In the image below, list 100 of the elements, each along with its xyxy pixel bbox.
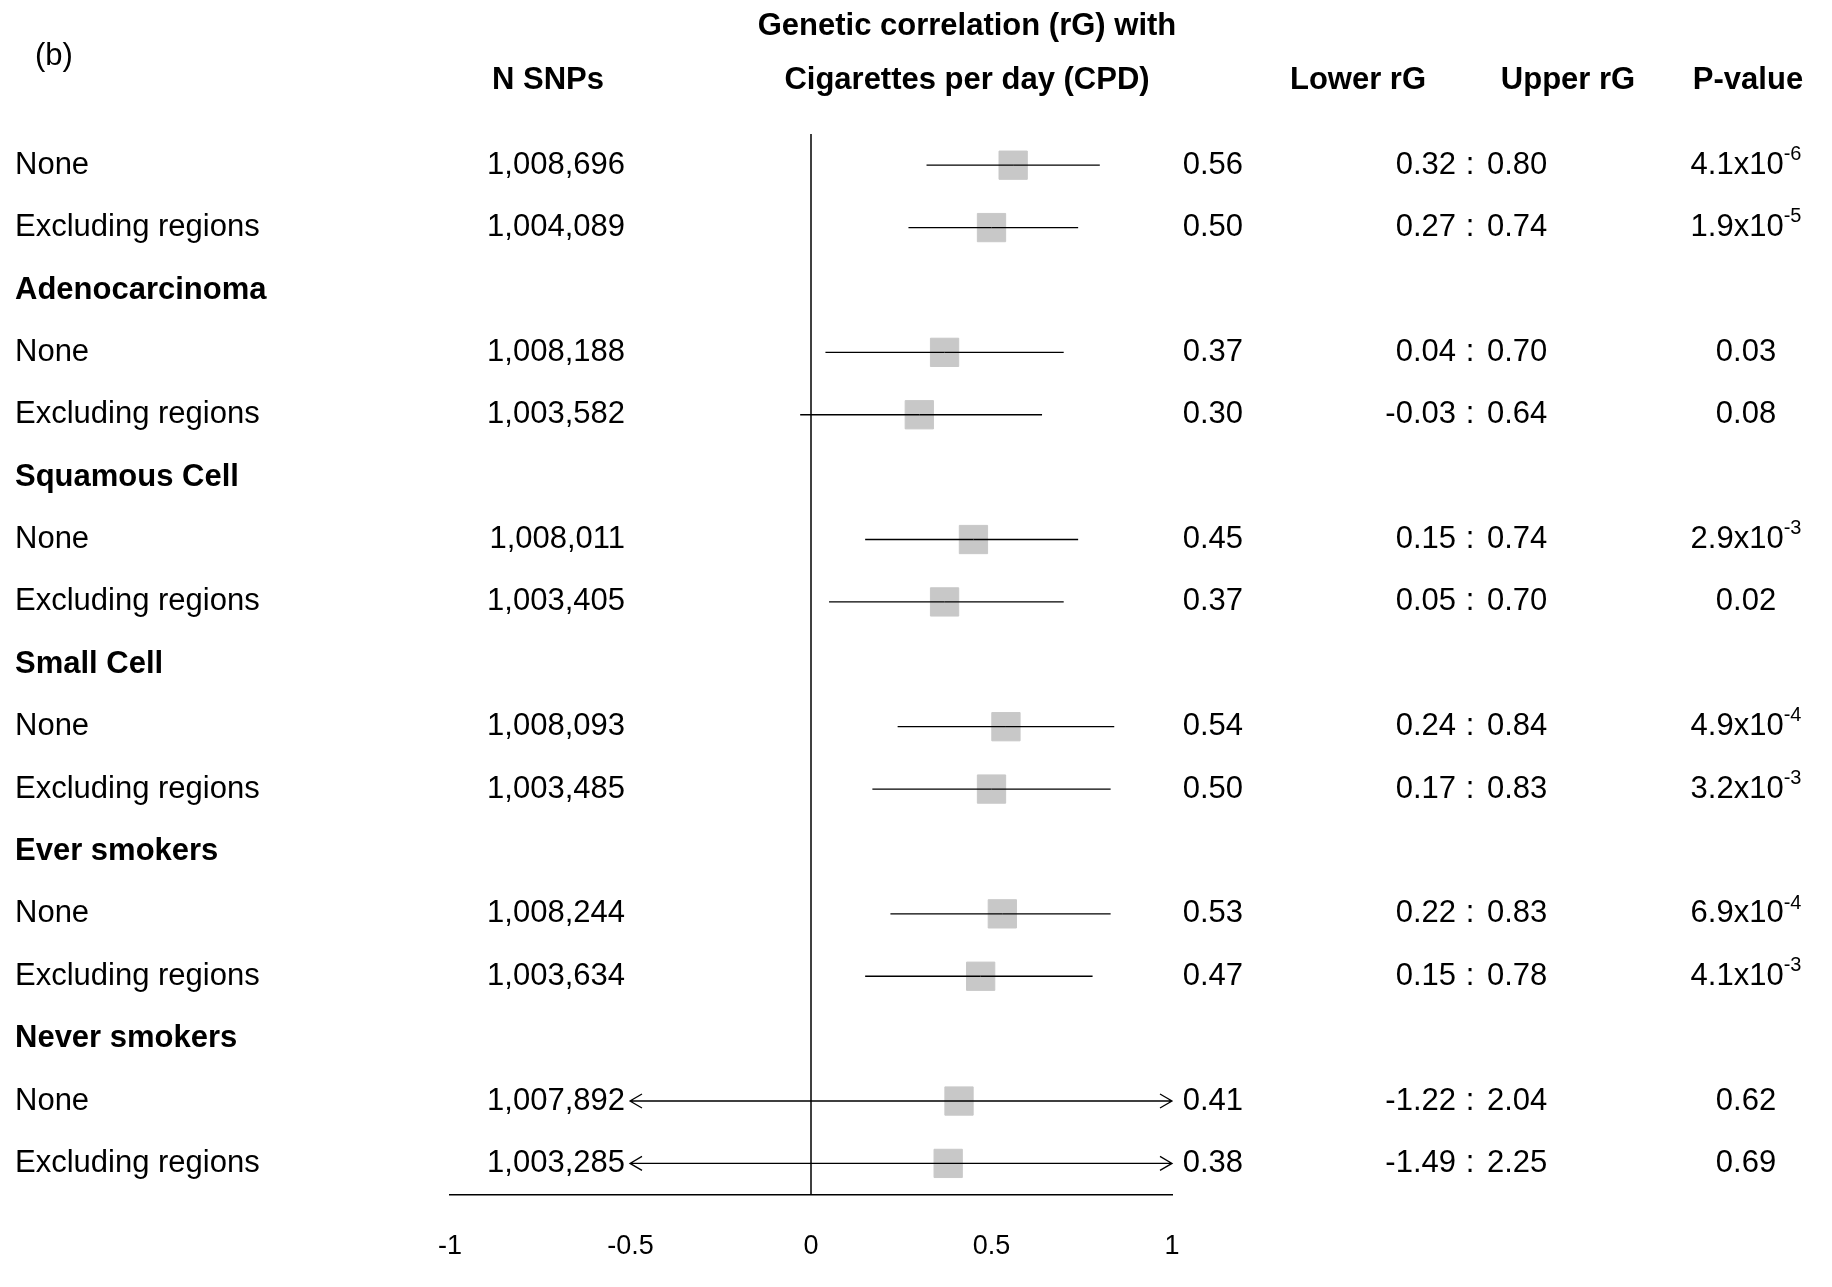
data-label: 0.50 (1182, 769, 1244, 805)
annotation: 1,008,244 (487, 894, 626, 930)
chart-title: Genetic correlation (rG) with Cigarettes per day (CPD) (757, 6, 1177, 96)
text: 0.27 (1395, 208, 1457, 244)
text: 0.70 (1487, 582, 1548, 618)
text: : (1465, 956, 1475, 992)
text: : (1465, 582, 1475, 618)
point (929, 337, 960, 367)
text: Upper rG (1500, 60, 1636, 96)
annotation: 1,003,285 (487, 1143, 626, 1179)
annotation: 1,008,011 (489, 520, 626, 556)
text: 0.22 (1395, 894, 1457, 930)
y-tick-label: Excluding regions (15, 769, 260, 805)
text: 0.15 (1395, 956, 1457, 992)
text: 0.74 (1487, 520, 1548, 556)
text: 0.17 (1395, 769, 1457, 805)
text: -1.22 (1385, 1081, 1457, 1117)
point (929, 587, 960, 617)
text: : (1465, 1081, 1475, 1117)
text: 2.25 (1487, 1143, 1548, 1179)
data-label: 0.41 (1182, 1081, 1244, 1117)
text: (b) (35, 36, 73, 72)
y-tick-label: Squamous Cell (15, 457, 239, 493)
y-tick-label: Excluding regions (15, 1143, 260, 1179)
data-label: 0.47 (1182, 956, 1244, 992)
point (987, 899, 1017, 929)
text: P-value (1692, 60, 1804, 96)
point (976, 774, 1007, 804)
y-tick-label: None (15, 894, 90, 930)
annotation: 1,003,634 (487, 956, 626, 992)
text: 0.03 (1715, 332, 1777, 368)
text: : (1465, 395, 1475, 431)
data-label: 0.45 (1182, 520, 1244, 556)
annotation: 1,003,582 (487, 395, 626, 431)
annotation: 1,003,405 (487, 582, 626, 618)
y-tick-label: Excluding regions (15, 208, 260, 244)
data-label: 0.53 (1182, 894, 1244, 930)
y-tick-label: Excluding regions (15, 395, 260, 431)
text: 0.08 (1715, 395, 1777, 431)
y-tick-label: None (15, 707, 90, 743)
text: : (1465, 208, 1475, 244)
point (958, 524, 989, 555)
data-label: 0.56 (1182, 145, 1244, 181)
point (991, 712, 1021, 742)
data-label: 0.38 (1182, 1143, 1244, 1179)
text: : (1465, 520, 1475, 556)
x-tick-label: -1 (437, 1230, 463, 1261)
text: 0.74 (1487, 208, 1548, 244)
text: 0.24 (1395, 707, 1457, 743)
point (933, 1148, 963, 1179)
text: 0.32 (1395, 145, 1457, 181)
point (944, 1086, 974, 1116)
y-tick-label: Adenocarcinoma (15, 270, 268, 306)
annotation: 1,008,093 (487, 707, 626, 743)
y-tick-label: Small Cell (15, 644, 164, 680)
text: 0.78 (1487, 956, 1548, 992)
text: 2.04 (1487, 1081, 1548, 1117)
text: : (1465, 707, 1475, 743)
text: Lower rG (1289, 60, 1427, 96)
y-tick-label: None (15, 145, 90, 181)
y-tick-label: Excluding regions (15, 956, 260, 992)
point (976, 212, 1007, 243)
annotation: 1,008,188 (487, 332, 626, 368)
text: 0.80 (1487, 145, 1548, 181)
x-tick-label: 0 (803, 1230, 819, 1261)
point (966, 961, 996, 991)
y-tick-label: None (15, 520, 90, 556)
text: 0.70 (1487, 332, 1548, 368)
annotation: 1,003,485 (487, 769, 626, 805)
y-tick-label: None (15, 1081, 90, 1117)
x-tick-label: 0.5 (972, 1230, 1011, 1261)
text: 0.64 (1487, 395, 1548, 431)
data-label: 0.37 (1182, 332, 1244, 368)
data-label: 0.54 (1182, 707, 1244, 743)
text: N SNPs (492, 60, 604, 96)
y-tick-label: Excluding regions (15, 582, 260, 618)
data-label: 0.50 (1182, 208, 1244, 244)
data-label: 0.37 (1182, 582, 1244, 618)
text: 0.83 (1487, 894, 1548, 930)
y-tick-label: Never smokers (15, 1019, 238, 1055)
text: 0.05 (1395, 582, 1457, 618)
data-label: 0.30 (1182, 395, 1244, 431)
text: : (1465, 894, 1475, 930)
point (904, 400, 934, 430)
x-tick-label: 1 (1164, 1230, 1180, 1261)
text: -1.49 (1385, 1143, 1457, 1179)
y-tick-label: Ever smokers (15, 832, 219, 868)
text: 0.04 (1395, 332, 1457, 368)
text: 0.62 (1715, 1081, 1777, 1117)
text: : (1465, 145, 1475, 181)
text: 0.83 (1487, 769, 1548, 805)
annotation: 1,007,892 (487, 1081, 626, 1117)
text: : (1465, 1143, 1475, 1179)
text: -0.03 (1385, 395, 1457, 431)
text: : (1465, 769, 1475, 805)
point (998, 150, 1028, 180)
text: 0.02 (1715, 582, 1777, 618)
annotation: 1,008,696 (487, 145, 626, 181)
text: : (1465, 332, 1475, 368)
text: 0.69 (1715, 1143, 1777, 1179)
